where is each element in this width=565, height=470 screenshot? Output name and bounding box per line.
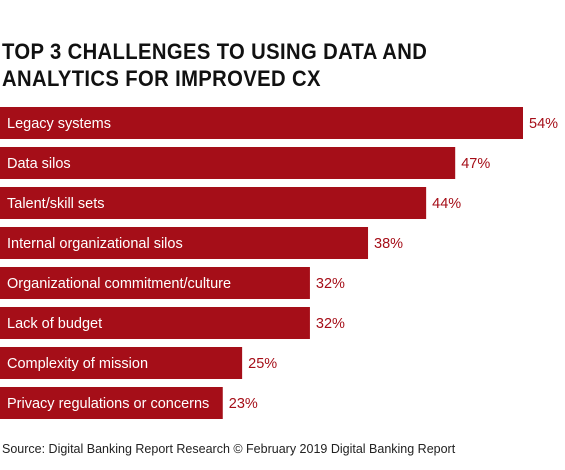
category-label: Complexity of mission [7,356,148,372]
bar [0,307,310,339]
value-label: 32% [316,316,345,332]
bar [0,107,523,139]
bar [0,267,310,299]
value-label: 38% [374,236,403,252]
category-label: Organizational commitment/culture [7,276,231,292]
category-label: Legacy systems [7,116,111,132]
bar-row: Lack of budget 32% [0,307,345,339]
bar-chart: Legacy systems 54%Data silos 47%Talent/ski… [0,107,558,419]
bar-row: Legacy systems 54% [0,107,558,139]
chart-title: TOP 3 CHALLENGES TO USING DATA AND ANALY… [2,39,428,91]
category-label: Internal organizational silos [7,236,183,252]
category-label: Data silos [7,156,71,172]
value-label: 23% [229,396,258,412]
category-label: Lack of budget [7,316,102,332]
category-label: Talent/skill sets [7,196,105,212]
bar-row: Privacy regulations or concerns 23% [0,387,258,419]
bar [0,227,369,259]
bar-row: Organizational commitment/culture 32% [0,267,345,299]
bar [0,347,243,379]
bar-row: Complexity of mission 25% [0,347,277,379]
value-label: 32% [316,276,345,292]
source-note: Source: Digital Banking Report Research … [2,442,456,456]
category-label: Privacy regulations or concerns [7,396,209,412]
bar-row: Talent/skill sets 44% [0,187,461,219]
value-label: 25% [248,356,277,372]
bar [0,187,427,219]
value-label: 47% [461,156,490,172]
value-label: 54% [529,116,558,132]
bar-row: Data silos 47% [0,147,490,179]
bar [0,387,223,419]
bar [0,147,456,179]
value-label: 44% [432,196,461,212]
bar-row: Internal organizational silos 38% [0,227,403,259]
